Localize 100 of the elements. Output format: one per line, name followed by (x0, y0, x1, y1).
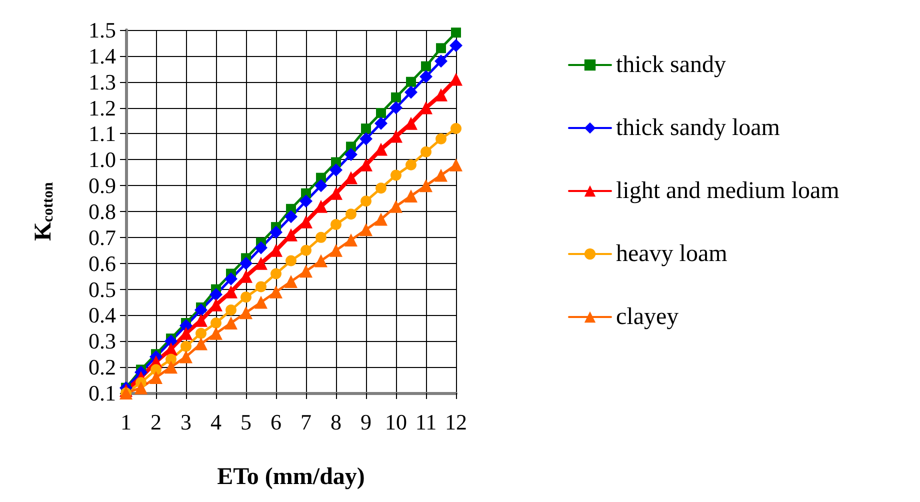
point (210, 317, 222, 328)
point (314, 254, 328, 268)
point (436, 43, 446, 54)
point (314, 179, 328, 192)
y-axis-title: Kcotton (30, 182, 56, 241)
point (390, 200, 402, 213)
point (436, 133, 446, 144)
point (420, 146, 432, 158)
point (406, 159, 416, 170)
point (164, 360, 178, 374)
point (270, 226, 282, 239)
legend-label: clayey (616, 304, 679, 330)
point (451, 28, 461, 38)
point (434, 54, 448, 68)
x-tick-label: 5 (240, 410, 252, 434)
point (210, 326, 222, 340)
point (330, 244, 342, 257)
x-tick-label: 6 (270, 410, 282, 434)
point (450, 39, 462, 52)
x-tick-label: 2 (150, 410, 162, 434)
point (376, 108, 386, 118)
point (360, 158, 372, 172)
point (391, 92, 401, 102)
point (344, 234, 358, 247)
point (404, 116, 418, 130)
point (270, 244, 282, 257)
point (224, 316, 238, 330)
point (286, 255, 296, 266)
point (316, 232, 326, 243)
y-tick-label: 1.0 (88, 147, 116, 172)
point (300, 215, 312, 228)
point (166, 354, 176, 365)
point (390, 170, 402, 181)
x-axis-title: ETo (mm/day) (217, 464, 365, 490)
point (226, 304, 236, 316)
y-tick-label: 1.3 (88, 69, 116, 94)
point (240, 292, 252, 303)
legend-label: thick sandy (616, 52, 726, 78)
y-tick-label: 0.9 (88, 173, 116, 198)
x-tick-label: 8 (330, 410, 342, 434)
point (224, 285, 238, 298)
y-tick-label: 0.6 (88, 250, 116, 276)
point (434, 168, 448, 182)
point (361, 124, 371, 134)
point (300, 264, 312, 278)
point (180, 350, 192, 364)
legend-label: thick sandy loam (616, 115, 780, 141)
y-tick-label: 0.8 (88, 199, 116, 224)
point (420, 179, 432, 192)
y-tick-label: 1.5 (88, 18, 116, 42)
x-tick-label: 1 (120, 410, 132, 434)
point (360, 132, 372, 146)
point (150, 370, 162, 384)
x-tick-label: 9 (360, 410, 372, 434)
point (450, 158, 462, 172)
point (406, 76, 416, 87)
point (344, 171, 358, 184)
point (270, 268, 282, 280)
point (450, 72, 462, 86)
point (390, 101, 402, 114)
y-tick-label: 1.4 (88, 43, 116, 68)
y-tick-label: 0.1 (88, 380, 116, 406)
point (374, 212, 388, 226)
y-tick-label: 0.4 (88, 302, 116, 328)
point (300, 194, 312, 208)
point (374, 142, 388, 156)
point (196, 328, 206, 339)
point (224, 272, 238, 286)
y-tick-label: 1.1 (88, 121, 116, 146)
point (344, 148, 358, 161)
x-tick-label: 7 (300, 410, 312, 434)
point (254, 256, 268, 270)
point (330, 218, 342, 230)
point (330, 186, 342, 200)
point (270, 285, 282, 298)
point (421, 61, 431, 72)
point (194, 314, 208, 327)
point (420, 70, 432, 84)
point (374, 116, 388, 130)
point (240, 256, 252, 270)
point (180, 340, 192, 352)
x-tick-label: 12 (445, 410, 467, 434)
point (240, 306, 252, 320)
point (284, 210, 298, 224)
point (300, 244, 312, 256)
point (434, 88, 448, 102)
y-tick-label: 0.7 (88, 224, 116, 250)
point (254, 241, 268, 254)
legend-label: heavy loam (616, 241, 728, 267)
point (404, 86, 418, 99)
y-tick-label: 0.3 (88, 328, 116, 354)
legend-label: light and medium loam (616, 178, 840, 204)
y-tick-label: 0.2 (88, 354, 116, 380)
point (360, 223, 372, 236)
y-tick-label: 1.2 (88, 95, 116, 120)
x-tick-label: 3 (180, 410, 192, 434)
x-tick-label: 10 (385, 410, 407, 434)
point (360, 196, 372, 207)
point (194, 304, 208, 317)
point (450, 123, 462, 134)
